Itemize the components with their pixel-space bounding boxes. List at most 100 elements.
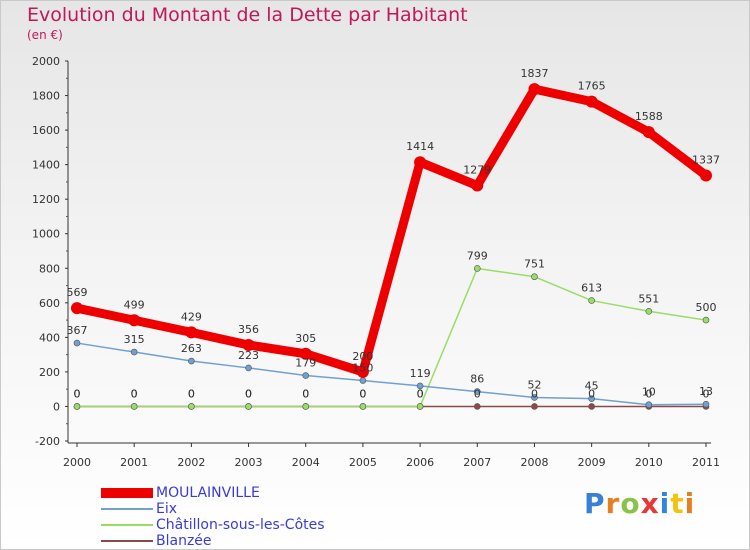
data-label-eix: 263 <box>181 342 202 355</box>
data-label-chatillon-sous-les-cotes: 0 <box>359 387 366 400</box>
data-label-chatillon-sous-les-cotes: 0 <box>74 387 81 400</box>
data-point-chatillon-sous-les-cotes <box>645 307 653 315</box>
data-label-blanzee: 0 <box>245 387 252 400</box>
logo-letter: r <box>605 487 621 520</box>
y-tick-label: 0 <box>53 400 60 413</box>
data-label-chatillon-sous-les-cotes: 0 <box>417 387 424 400</box>
data-point-moulainville <box>471 179 484 192</box>
data-point-eix <box>130 348 138 356</box>
data-label-eix: 367 <box>67 324 88 337</box>
data-point-chatillon-sous-les-cotes <box>73 403 81 410</box>
legend-swatch-blanzee <box>101 540 153 542</box>
x-tick-label: 2008 <box>520 456 548 469</box>
y-tick-label: 1000 <box>32 228 60 241</box>
data-label-eix: 150 <box>352 362 373 375</box>
data-point-chatillon-sous-les-cotes <box>130 403 138 410</box>
data-label-moulainville: 1337 <box>692 154 720 167</box>
proxiti-logo: Proxiti <box>584 487 695 520</box>
data-point-eix <box>188 357 195 365</box>
data-label-moulainville: 305 <box>295 332 316 345</box>
y-tick-label: 2000 <box>32 55 60 68</box>
data-point-chatillon-sous-les-cotes <box>188 403 195 410</box>
data-point-moulainville <box>185 326 198 339</box>
data-label-moulainville: 200 <box>352 350 373 363</box>
x-tick-label: 2000 <box>63 456 91 469</box>
data-label-blanzee: 0 <box>302 387 309 400</box>
data-point-moulainville <box>414 156 427 169</box>
y-tick-label: 1400 <box>32 159 60 172</box>
data-point-moulainville <box>299 347 312 360</box>
data-label-blanzee: 0 <box>474 387 481 400</box>
data-label-chatillon-sous-les-cotes: 799 <box>467 249 488 262</box>
legend-label-chatillon: Châtillon-sous-les-Côtes <box>156 517 325 533</box>
chart-subtitle: (en €) <box>27 28 63 42</box>
y-tick-label: 200 <box>39 366 60 379</box>
data-label-eix: 315 <box>124 333 145 346</box>
data-point-chatillon-sous-les-cotes <box>588 297 595 304</box>
data-point-eix <box>645 401 653 409</box>
legend-label-eix: Eix <box>156 501 178 517</box>
data-label-moulainville: 356 <box>238 323 259 336</box>
data-label-eix: 179 <box>295 357 316 370</box>
data-point-moulainville <box>642 126 655 139</box>
data-label-blanzee: 0 <box>703 387 710 400</box>
data-label-blanzee: 0 <box>131 387 138 400</box>
data-label-chatillon-sous-les-cotes: 500 <box>696 301 717 314</box>
data-point-eix <box>702 400 710 408</box>
x-tick-label: 2007 <box>463 456 491 469</box>
data-label-blanzee: 0 <box>74 387 81 400</box>
data-point-blanzee <box>473 403 481 410</box>
series-line-moulainville <box>72 84 711 377</box>
data-label-moulainville: 1279 <box>463 164 491 177</box>
data-point-eix <box>473 388 481 395</box>
legend-swatch-chatillon <box>101 524 153 526</box>
data-label-eix: 223 <box>238 349 259 362</box>
data-label-moulainville: 1765 <box>578 80 606 93</box>
y-tick-label: 400 <box>39 331 60 344</box>
data-point-chatillon-sous-les-cotes <box>245 403 252 410</box>
series-line-eix <box>76 342 707 406</box>
data-label-moulainville: 1588 <box>635 110 663 123</box>
logo-letter: o <box>620 487 641 520</box>
y-tick-label: -200 <box>35 435 60 448</box>
data-label-eix: 52 <box>527 378 541 391</box>
x-tick-label: 2010 <box>635 456 663 469</box>
legend-label-moulainville: MOULAINVILLE <box>156 485 260 501</box>
data-label-moulainville: 499 <box>124 298 145 311</box>
data-label-chatillon-sous-les-cotes: 0 <box>131 387 138 400</box>
data-point-moulainville <box>71 302 83 315</box>
data-label-chatillon-sous-les-cotes: 751 <box>524 258 545 271</box>
y-tick-label: 800 <box>39 262 60 275</box>
x-tick-label: 2006 <box>406 456 434 469</box>
data-point-moulainville <box>528 83 541 96</box>
series-line-chatillon-sous-les-cotes <box>76 267 707 408</box>
data-label-blanzee: 0 <box>588 387 595 400</box>
data-point-moulainville <box>585 95 598 108</box>
legend-swatch-eix <box>101 508 153 510</box>
data-label-moulainville: 1837 <box>520 67 548 80</box>
data-point-eix <box>416 382 424 390</box>
data-point-eix <box>531 394 538 401</box>
y-tick-label: 1600 <box>32 124 60 137</box>
data-point-eix <box>359 377 367 384</box>
x-tick-label: 2001 <box>120 456 148 469</box>
x-tick-label: 2005 <box>349 456 377 469</box>
data-point-chatillon-sous-les-cotes <box>531 273 538 281</box>
y-tick-label: 600 <box>39 297 60 310</box>
data-label-blanzee: 0 <box>531 387 538 400</box>
data-point-eix <box>588 395 595 402</box>
data-point-chatillon-sous-les-cotes <box>302 403 310 410</box>
x-tick-label: 2011 <box>692 456 720 469</box>
data-point-chatillon-sous-les-cotes <box>473 265 481 272</box>
data-point-moulainville <box>356 365 369 378</box>
data-label-eix: 119 <box>410 367 431 380</box>
data-label-eix: 10 <box>642 386 656 399</box>
logo-letter: x <box>640 487 660 520</box>
data-label-chatillon-sous-les-cotes: 551 <box>638 292 659 305</box>
data-label-eix: 13 <box>699 385 713 398</box>
data-label-blanzee: 0 <box>359 387 366 400</box>
data-label-blanzee: 0 <box>188 387 195 400</box>
data-point-chatillon-sous-les-cotes <box>416 403 424 410</box>
